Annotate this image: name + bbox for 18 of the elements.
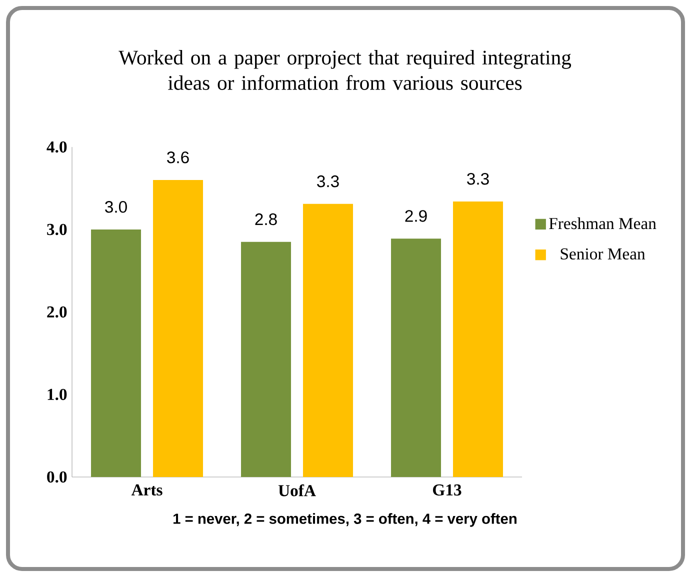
y-tick-label: 1.0	[48, 388, 67, 400]
text: 1 = never, 2 = sometimes, 3 = often, 4 = very often	[174, 513, 516, 527]
data-label: 3.6	[167, 152, 189, 164]
data-label: 2.8	[255, 213, 277, 226]
y-tick-label: 3.0	[47, 224, 67, 236]
data-label: 3.3	[317, 175, 339, 188]
x-tick-label: G13	[433, 484, 462, 496]
x-tick-label: Arts	[131, 484, 162, 496]
data-label: 3.0	[105, 200, 127, 213]
legend-label: Senior Mean	[560, 248, 646, 260]
data-label: 3.3	[467, 172, 489, 185]
data-label: 2.9	[405, 210, 427, 222]
y-tick-label: 0.0	[47, 471, 67, 483]
y-tick-label: 2.0	[47, 306, 67, 318]
legend-label: Freshman Mean	[549, 217, 656, 230]
x-tick-label: UofA	[278, 484, 316, 496]
chart-title: Worked on a paper orproject that required integrating ideas or information from various sources	[118, 50, 572, 90]
y-tick-label: 4.0	[46, 141, 67, 153]
